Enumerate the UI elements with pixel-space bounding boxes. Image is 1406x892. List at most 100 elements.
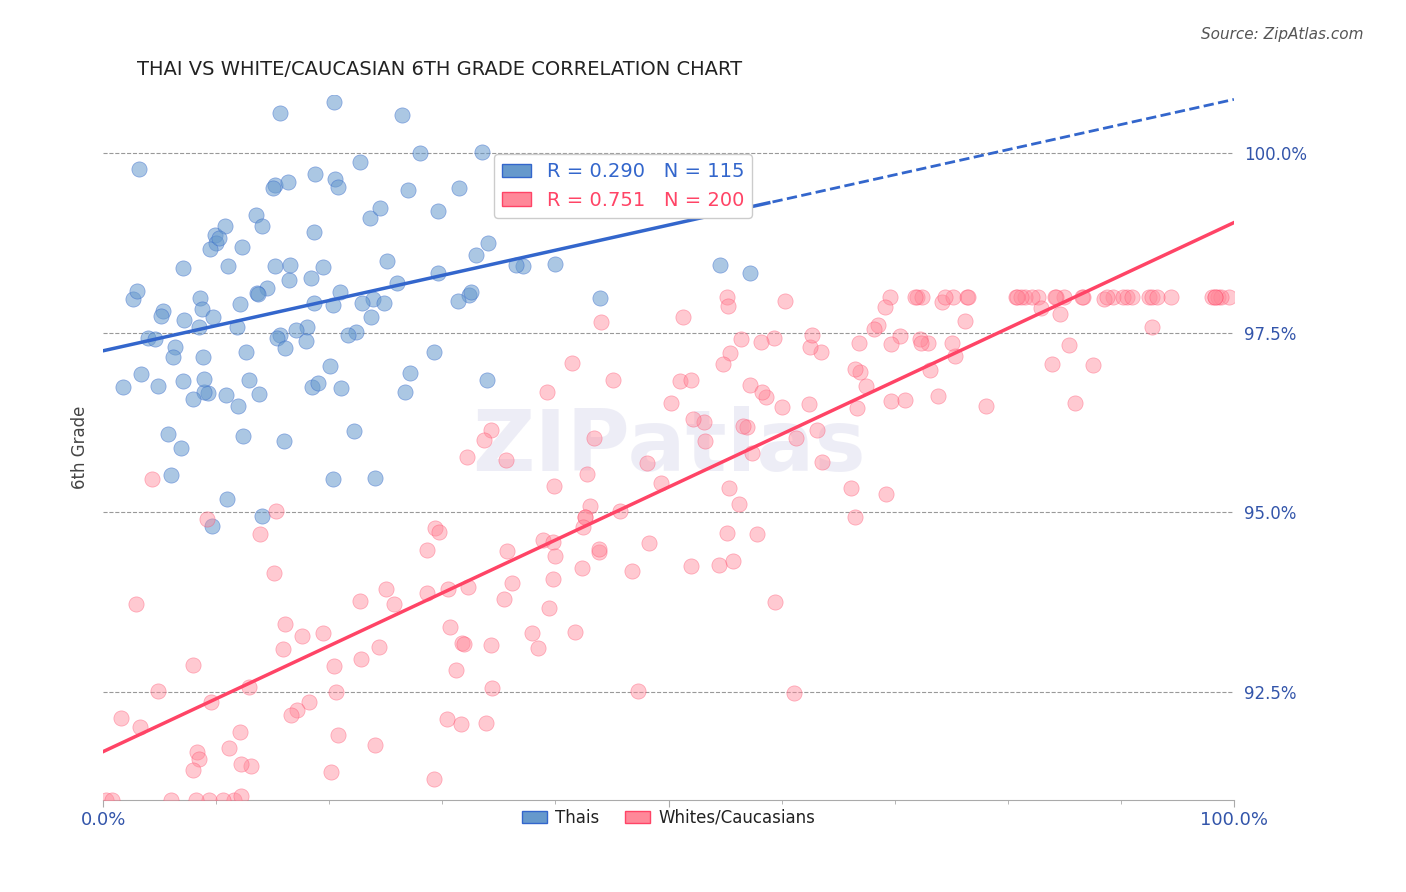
Point: [229, 297, 252, 311]
Point: [588, 542, 610, 557]
Point: [571, 561, 593, 575]
Point: [1121, 290, 1143, 304]
Point: [427, 266, 450, 280]
Point: [875, 300, 897, 314]
Point: [1201, 290, 1223, 304]
Point: [249, 527, 271, 541]
Point: [193, 385, 215, 400]
Point: [538, 600, 561, 615]
Point: [344, 326, 367, 340]
Point: [280, 707, 302, 722]
Point: [312, 260, 335, 275]
Point: [457, 580, 479, 594]
Point: [325, 685, 347, 699]
Point: [866, 318, 889, 332]
Point: [187, 319, 209, 334]
Point: [269, 328, 291, 343]
Point: [451, 636, 474, 650]
Point: [205, 235, 228, 250]
Point: [636, 456, 658, 470]
Point: [229, 757, 252, 772]
Point: [543, 479, 565, 493]
Point: [152, 303, 174, 318]
Point: [638, 536, 661, 550]
Point: [693, 434, 716, 449]
Point: [160, 467, 183, 482]
Point: [955, 313, 977, 327]
Point: [741, 446, 763, 460]
Point: [361, 292, 384, 306]
Point: [669, 374, 692, 388]
Point: [544, 549, 567, 564]
Point: [264, 178, 287, 193]
Point: [163, 340, 186, 354]
Point: [343, 425, 366, 439]
Point: [141, 472, 163, 486]
Point: [231, 240, 253, 254]
Point: [492, 592, 515, 607]
Point: [589, 314, 612, 328]
Point: [957, 290, 980, 304]
Point: [1115, 290, 1137, 304]
Text: Source: ZipAtlas.com: Source: ZipAtlas.com: [1201, 27, 1364, 42]
Point: [232, 429, 254, 443]
Point: [204, 228, 226, 243]
Point: [247, 286, 270, 301]
Point: [307, 376, 329, 390]
Point: [589, 292, 612, 306]
Point: [738, 266, 761, 280]
Point: [319, 359, 342, 373]
Point: [125, 597, 148, 611]
Point: [197, 792, 219, 806]
Point: [602, 374, 624, 388]
Point: [460, 285, 482, 299]
Point: [394, 384, 416, 399]
Point: [323, 658, 346, 673]
Point: [159, 792, 181, 806]
Point: [477, 236, 499, 251]
Point: [465, 248, 488, 262]
Point: [408, 146, 430, 161]
Text: THAI VS WHITE/CAUCASIAN 6TH GRADE CORRELATION CHART: THAI VS WHITE/CAUCASIAN 6TH GRADE CORREL…: [136, 60, 742, 78]
Point: [188, 752, 211, 766]
Point: [942, 290, 965, 304]
Point: [350, 652, 373, 666]
Point: [735, 419, 758, 434]
Point: [238, 680, 260, 694]
Point: [396, 183, 419, 197]
Point: [875, 487, 897, 501]
Point: [425, 521, 447, 535]
Point: [679, 558, 702, 573]
Point: [1112, 290, 1135, 304]
Point: [672, 310, 695, 325]
Point: [453, 636, 475, 650]
Point: [246, 285, 269, 300]
Point: [1209, 290, 1232, 304]
Point: [747, 527, 769, 541]
Point: [934, 290, 956, 304]
Point: [200, 242, 222, 256]
Point: [731, 419, 754, 434]
Point: [799, 340, 821, 354]
Point: [382, 597, 405, 611]
Point: [495, 453, 517, 467]
Y-axis label: 6th Grade: 6th Grade: [72, 406, 89, 489]
Point: [751, 334, 773, 349]
Point: [299, 271, 322, 285]
Point: [576, 467, 599, 482]
Point: [911, 290, 934, 304]
Point: [215, 388, 238, 402]
Point: [763, 595, 786, 609]
Point: [143, 332, 166, 346]
Point: [709, 558, 731, 572]
Point: [444, 663, 467, 677]
Point: [125, 284, 148, 298]
Point: [197, 385, 219, 400]
Point: [806, 423, 828, 437]
Point: [436, 582, 458, 596]
Point: [718, 346, 741, 360]
Point: [709, 258, 731, 272]
Point: [458, 288, 481, 302]
Point: [250, 508, 273, 523]
Point: [681, 373, 703, 387]
